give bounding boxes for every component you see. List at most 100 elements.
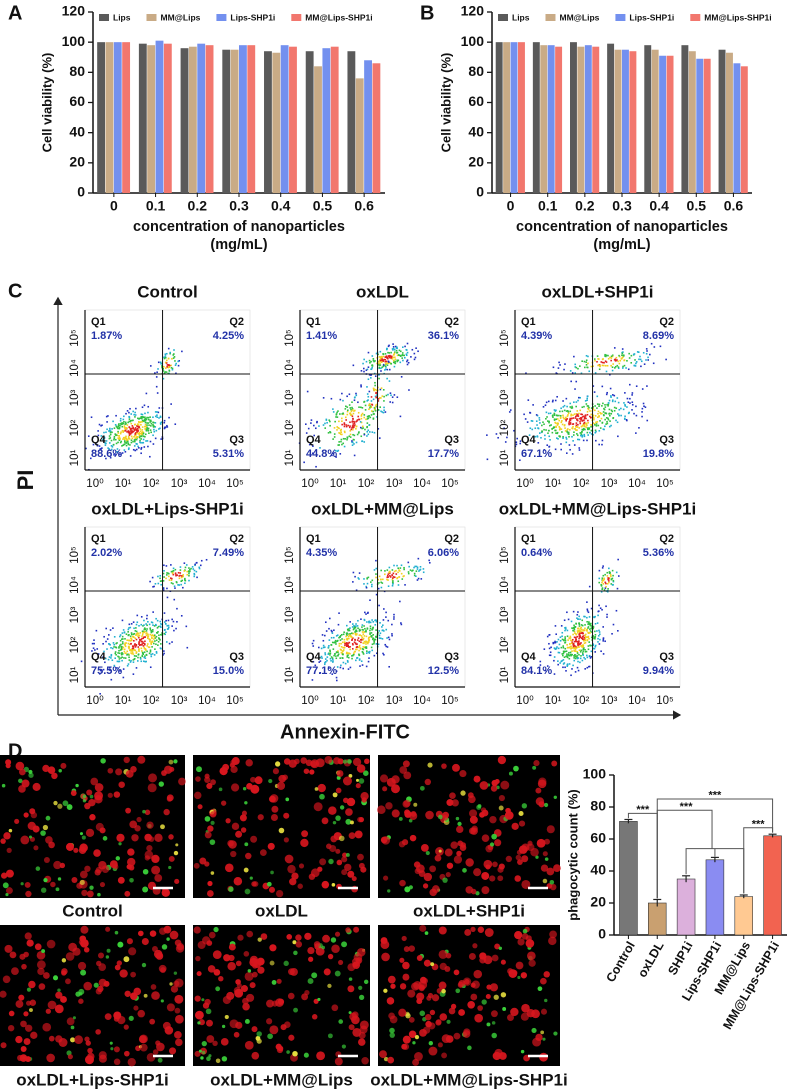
- flow-event: [351, 648, 354, 650]
- flow-event: [117, 437, 120, 440]
- flow-event: [143, 419, 146, 422]
- flow-event: [592, 643, 594, 645]
- flow-event: [585, 364, 588, 366]
- flow-event: [365, 613, 367, 615]
- flow-event: [348, 628, 350, 630]
- flow-event: [345, 632, 348, 634]
- flow-event: [144, 655, 146, 657]
- flow-event: [134, 637, 137, 640]
- cell: [129, 877, 134, 883]
- flow-event: [143, 660, 145, 663]
- cell: [422, 977, 428, 984]
- flow-event: [577, 399, 579, 402]
- flow-event: [134, 428, 136, 431]
- flow-event: [146, 624, 148, 627]
- flow-event: [336, 429, 338, 431]
- flow-event: [605, 417, 608, 419]
- cell: [148, 773, 158, 783]
- flow-event: [163, 421, 166, 424]
- quadrant-percent: 44.8%: [306, 448, 337, 460]
- flow-event: [393, 394, 396, 396]
- flow-event: [645, 359, 647, 361]
- cell: [25, 890, 32, 898]
- flow-event: [598, 631, 601, 633]
- flow-y-tick-label: 10⁵: [284, 329, 296, 347]
- cell: [435, 1019, 442, 1026]
- cell: [14, 818, 20, 824]
- flow-event: [364, 404, 367, 407]
- flow-event: [121, 641, 124, 643]
- flow-event: [519, 442, 522, 445]
- flow-event: [558, 361, 560, 364]
- flow-event: [352, 654, 354, 657]
- flow-event: [598, 429, 601, 432]
- cell: [230, 765, 238, 774]
- cell: [287, 992, 295, 1000]
- flow-event: [587, 627, 589, 629]
- flow-event: [562, 400, 564, 402]
- flow-event: [325, 419, 328, 421]
- flow-event: [100, 435, 103, 437]
- flow-event: [576, 613, 579, 616]
- flow-event: [366, 393, 369, 395]
- cell: [361, 1057, 369, 1065]
- flow-event: [373, 408, 376, 411]
- flow-event: [380, 410, 382, 413]
- flow-event: [635, 362, 637, 365]
- flow-event: [382, 360, 385, 362]
- flow-event: [316, 420, 318, 423]
- flow-event: [390, 351, 392, 354]
- flow-event: [578, 633, 581, 635]
- flow-x-tick-label: 10²: [573, 478, 590, 490]
- flow-event: [373, 413, 375, 415]
- flow-event: [579, 630, 582, 633]
- flow-event: [405, 354, 408, 357]
- flow-event: [349, 407, 352, 409]
- flow-event: [559, 427, 561, 429]
- flow-event: [574, 640, 577, 643]
- flow-event: [315, 449, 318, 451]
- flow-event: [600, 650, 602, 653]
- flow-event: [120, 422, 122, 425]
- flow-event: [515, 441, 518, 444]
- flow-event: [610, 578, 613, 581]
- flow-event: [370, 360, 372, 363]
- flow-event: [374, 384, 376, 387]
- cell: [33, 845, 39, 851]
- flow-event: [574, 363, 577, 366]
- flow-event: [378, 437, 381, 439]
- flow-event: [592, 647, 595, 650]
- flow-event: [392, 583, 394, 585]
- flow-event: [163, 564, 165, 567]
- flow-event: [577, 657, 580, 659]
- cell: [533, 759, 540, 767]
- flow-event: [140, 638, 142, 641]
- flow-event: [135, 436, 138, 438]
- flow-event: [589, 632, 591, 634]
- flow-event: [564, 647, 567, 650]
- flow-event: [576, 419, 579, 422]
- flow-event: [601, 385, 604, 388]
- flow-event: [375, 593, 378, 596]
- flow-event: [611, 400, 614, 403]
- flow-event: [141, 420, 144, 423]
- flow-event: [315, 465, 317, 468]
- flow-event: [161, 632, 163, 634]
- flow-event: [352, 364, 355, 367]
- flow-event: [584, 428, 586, 431]
- flow-event: [413, 566, 415, 569]
- flow-event: [563, 662, 566, 664]
- cell: [307, 978, 314, 985]
- flow-event: [568, 646, 571, 649]
- flow-event: [151, 621, 154, 624]
- cell: [114, 930, 119, 935]
- flow-event: [123, 443, 125, 446]
- flow-event: [136, 621, 139, 624]
- flow-event: [121, 445, 123, 447]
- cell: [42, 1022, 52, 1032]
- flow-event: [118, 658, 121, 660]
- flow-event: [171, 625, 173, 627]
- flow-event: [378, 575, 381, 578]
- flow-event: [580, 655, 582, 657]
- flow-event: [326, 421, 328, 424]
